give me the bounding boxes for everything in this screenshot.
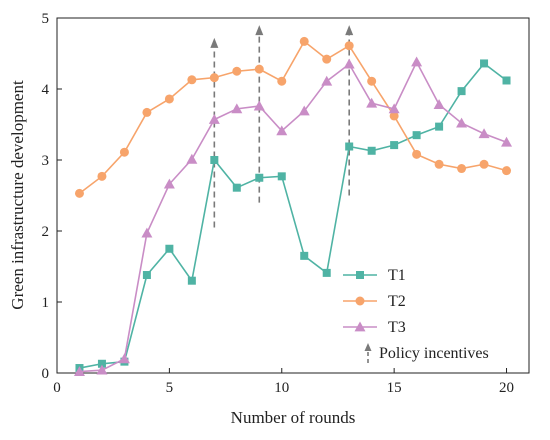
data-point [96, 364, 108, 375]
data-point [501, 136, 513, 147]
legend-item: Policy incentives [364, 343, 489, 363]
data-point [210, 156, 219, 164]
y-tick-label: 3 [42, 153, 50, 169]
series-line [79, 62, 508, 369]
data-point [232, 183, 241, 192]
data-point [390, 141, 399, 150]
data-point [163, 178, 175, 189]
data-point [277, 76, 287, 86]
series-t3 [73, 56, 513, 376]
data-point [433, 99, 445, 110]
data-point [209, 73, 219, 83]
data-point [322, 268, 331, 277]
data-point [389, 111, 399, 121]
data-point [299, 36, 309, 46]
policy-arrow-head [345, 25, 354, 36]
policy-arrow-head [210, 37, 219, 48]
legend-label: T3 [388, 319, 406, 336]
data-point [277, 172, 286, 181]
series-t2 [74, 36, 512, 198]
data-point [186, 153, 198, 164]
plot-frame [56, 17, 530, 374]
legend-item: T1 [343, 267, 406, 284]
data-point [456, 117, 468, 128]
policy-arrow-head [255, 25, 264, 36]
data-point [411, 56, 423, 67]
data-point [457, 164, 467, 174]
series-t1 [75, 59, 511, 373]
y-tick-label: 5 [42, 11, 50, 27]
data-point [412, 131, 421, 140]
data-point [164, 94, 174, 104]
data-point [119, 147, 129, 157]
y-tick-label: 2 [42, 224, 50, 240]
data-point [118, 353, 130, 364]
data-point [388, 103, 400, 114]
data-point [73, 366, 85, 376]
data-point [412, 149, 422, 159]
x-tick-label: 0 [53, 380, 61, 396]
data-point [502, 166, 512, 176]
y-tick-label: 4 [42, 82, 50, 98]
data-point [367, 76, 377, 86]
x-tick-label: 15 [387, 380, 402, 396]
data-point [74, 188, 84, 198]
data-point [141, 227, 153, 238]
y-axis-title: Green infrastructure development [8, 80, 27, 310]
data-point [142, 271, 151, 280]
x-tick-label: 10 [274, 380, 289, 396]
series-line [78, 40, 507, 195]
data-point [254, 64, 264, 74]
legend-marker [355, 296, 365, 306]
series-line [79, 60, 507, 373]
legend-label: T2 [388, 293, 406, 310]
series-layer [73, 36, 513, 376]
data-point [434, 159, 444, 169]
data-point [343, 58, 355, 69]
data-point [232, 66, 242, 76]
data-point [478, 128, 490, 139]
x-tick-label: 5 [166, 380, 174, 396]
legend-arrow-head [364, 343, 372, 351]
data-point [457, 87, 466, 96]
data-point [97, 359, 106, 368]
data-point [276, 125, 288, 136]
data-point [231, 103, 243, 114]
data-point [367, 146, 376, 155]
legend-label: Policy incentives [379, 345, 489, 362]
data-point [298, 105, 310, 116]
data-point [165, 244, 174, 253]
data-point [255, 173, 264, 182]
data-point [300, 251, 309, 260]
data-point [366, 97, 378, 108]
data-point [345, 142, 354, 151]
data-point [322, 54, 332, 64]
data-point [479, 159, 489, 169]
legend-label: T1 [388, 267, 406, 284]
x-axis-title: Number of rounds [231, 408, 356, 427]
data-point [187, 75, 197, 85]
x-tick-label: 20 [499, 380, 514, 396]
data-point [142, 107, 152, 117]
legend-item: T3 [343, 319, 406, 336]
data-point [502, 76, 511, 85]
data-point [253, 100, 265, 111]
legend-marker [356, 271, 364, 279]
y-tick-label: 0 [42, 366, 50, 382]
y-tick-label: 1 [42, 295, 50, 311]
data-point [97, 171, 107, 181]
legend: T1 T2 T3 Policy incentives [343, 267, 489, 363]
data-point [321, 75, 333, 86]
data-point [208, 114, 220, 124]
data-point [435, 122, 444, 131]
legend-marker [354, 321, 366, 332]
data-point [480, 59, 489, 68]
axis-ticks: 0 5 10 15 20 0 1 2 3 4 5 [42, 11, 515, 396]
data-point [187, 276, 196, 285]
data-point [344, 41, 354, 51]
legend-item: T2 [343, 293, 406, 310]
